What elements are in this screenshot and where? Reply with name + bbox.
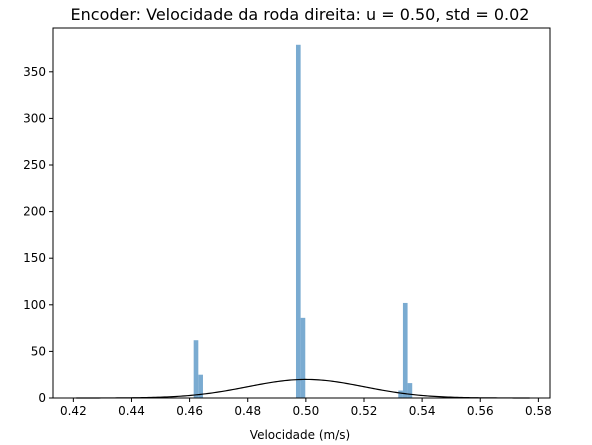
y-tick-label-1: 50 — [31, 344, 46, 358]
histogram-bar-3 — [301, 318, 306, 398]
histogram-bar-0 — [194, 340, 199, 398]
y-tick-label-7: 350 — [23, 65, 46, 79]
y-axis: 0 50 100 150 200 250 300 350 — [23, 65, 53, 405]
x-tick-label-2: 0.46 — [176, 404, 203, 418]
y-tick-label-4: 200 — [23, 205, 46, 219]
x-axis: 0.42 0.44 0.46 0.48 0.50 0.52 0.54 0.56 0.58 — [60, 398, 552, 418]
x-tick-label-5: 0.52 — [351, 404, 378, 418]
chart-title: Encoder: Velocidade da roda direita: u =… — [71, 5, 530, 24]
x-tick-label-0: 0.42 — [60, 404, 87, 418]
x-tick-label-3: 0.48 — [234, 404, 261, 418]
x-tick-label-6: 0.54 — [409, 404, 436, 418]
histogram-bar-5 — [403, 303, 408, 398]
y-tick-label-5: 250 — [23, 158, 46, 172]
histogram-bar-2 — [296, 45, 301, 398]
y-tick-label-6: 300 — [23, 111, 46, 125]
x-tick-label-4: 0.50 — [293, 404, 320, 418]
histogram-bar-6 — [408, 383, 413, 398]
x-axis-label: Velocidade (m/s) — [250, 428, 350, 442]
y-tick-label-3: 150 — [23, 251, 46, 265]
x-tick-label-7: 0.56 — [467, 404, 494, 418]
x-tick-label-8: 0.58 — [525, 404, 552, 418]
y-tick-label-2: 100 — [23, 298, 46, 312]
y-tick-label-0: 0 — [38, 391, 46, 405]
x-tick-label-1: 0.44 — [118, 404, 145, 418]
histogram-bar-4 — [398, 391, 403, 398]
plot-area — [76, 45, 529, 398]
